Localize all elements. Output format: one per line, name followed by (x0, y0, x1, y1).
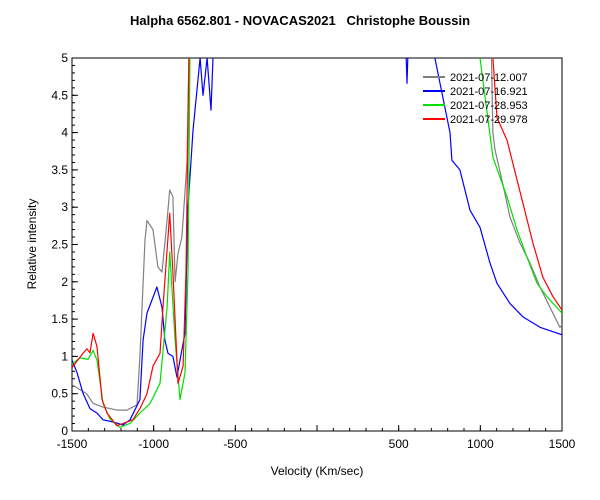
x-tick-label: -1000 (138, 437, 169, 451)
series-lines (72, 58, 562, 428)
series-line (72, 58, 562, 427)
legend: 2021-07-12.007 2021-07-16.921 2021-07-28.9… (423, 72, 528, 126)
x-tick-label: 1500 (549, 437, 576, 451)
y-tick-label: 5 (61, 51, 68, 65)
legend-label: 2021-07-12.007 (450, 72, 528, 84)
y-tick-label: 3.5 (51, 163, 68, 177)
y-axis-label: Relative intensity (25, 199, 39, 290)
x-tick-label: 1000 (467, 437, 494, 451)
series-line (72, 58, 562, 426)
y-tick-label: 0 (61, 424, 68, 438)
x-axis-label: Velocity (Km/sec) (271, 464, 364, 478)
y-tick-label: 2.5 (51, 238, 68, 252)
chart-title: Halpha 6562.801 - NOVACAS2021 Christophe… (129, 13, 471, 28)
series-line (72, 58, 562, 428)
y-tick-label: 0.5 (51, 387, 68, 401)
legend-label: 2021-07-29.978 (450, 114, 528, 126)
y-tick-label: 2 (61, 275, 68, 289)
y-tick-label: 4.5 (51, 88, 68, 102)
legend-label: 2021-07-16.921 (450, 86, 528, 98)
y-tick-label: 1 (61, 349, 68, 363)
y-tick-label: 1.5 (51, 312, 68, 326)
x-tick-label: -500 (223, 437, 247, 451)
axes: 0 0.5 1 1.5 2 2.5 3 3.5 4 4.5 5 -1500 -1000 -500 500 10… (51, 51, 575, 451)
series-line (72, 58, 562, 411)
x-tick-label: -1500 (57, 437, 88, 451)
legend-label: 2021-07-28.953 (450, 100, 528, 112)
y-tick-label: 4 (61, 126, 68, 140)
y-tick-label: 3 (61, 200, 68, 214)
x-tick-label: 500 (389, 437, 409, 451)
